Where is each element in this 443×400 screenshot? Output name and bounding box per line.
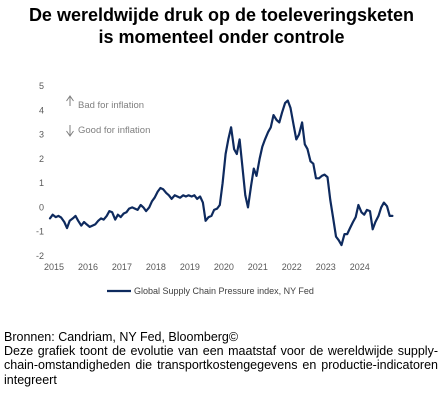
footer-description: Deze grafiek toont de evolutie van een m… bbox=[4, 344, 438, 387]
footer-sources: Bronnen: Candriam, NY Fed, Bloomberg© bbox=[4, 330, 239, 344]
x-tick-label: 2023 bbox=[316, 262, 336, 272]
chart-title-line-1: De wereldwijde druk op de toeleveringske… bbox=[28, 5, 415, 25]
legend: Global Supply Chain Pressure index, NY F… bbox=[107, 286, 314, 296]
y-tick-label: 5 bbox=[39, 81, 44, 91]
x-tick-label: 2019 bbox=[180, 262, 200, 272]
annotation-bad-for-inflation: Bad for inflation bbox=[78, 100, 144, 111]
chart-title-line-2: is momenteel onder controle bbox=[98, 27, 345, 47]
x-tick-label: 2016 bbox=[78, 262, 98, 272]
x-tick-label: 2022 bbox=[282, 262, 302, 272]
x-tick-label: 2024 bbox=[350, 262, 370, 272]
arrow-down-icon bbox=[66, 125, 74, 137]
chart-title: De wereldwijde druk op de toeleveringske… bbox=[0, 4, 443, 48]
footer: Bronnen: Candriam, NY Fed, Bloomberg© De… bbox=[4, 330, 438, 387]
arrow-up-icon bbox=[66, 95, 74, 106]
y-tick-label: 2 bbox=[39, 154, 44, 164]
annotation-good-for-inflation: Good for inflation bbox=[78, 125, 150, 136]
x-tick-label: 2017 bbox=[112, 262, 132, 272]
legend-label-gscpi: Global Supply Chain Pressure index, NY F… bbox=[134, 286, 314, 296]
x-axis: 2015 2016 2017 2018 2019 2020 2021 2022 2023 2024 bbox=[44, 262, 370, 272]
series-line-gscpi bbox=[48, 99, 394, 247]
annotations: Bad for inflation Good for inflation bbox=[66, 95, 150, 137]
y-tick-label: 4 bbox=[39, 105, 44, 115]
y-tick-label: -2 bbox=[36, 251, 44, 261]
x-tick-label: 2018 bbox=[146, 262, 166, 272]
y-tick-label: 3 bbox=[39, 130, 44, 140]
x-tick-label: 2021 bbox=[248, 262, 268, 272]
y-axis: -2 -1 0 1 2 3 4 5 bbox=[36, 81, 44, 261]
x-tick-label: 2015 bbox=[44, 262, 64, 272]
x-tick-label: 2020 bbox=[214, 262, 234, 272]
y-tick-label: 1 bbox=[39, 178, 44, 188]
y-tick-label: -1 bbox=[36, 227, 44, 237]
y-tick-label: 0 bbox=[39, 202, 44, 212]
